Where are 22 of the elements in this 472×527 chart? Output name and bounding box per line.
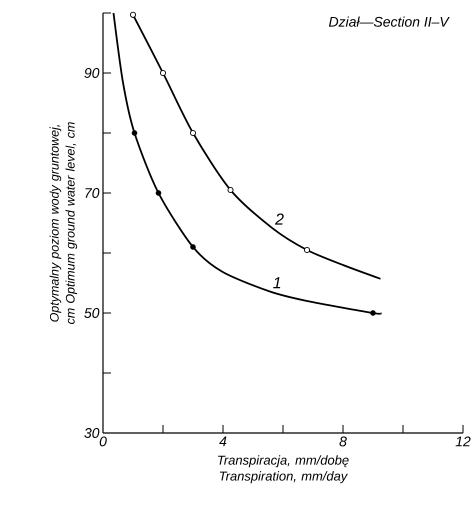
point xyxy=(370,310,376,316)
y-tick-label: 30 xyxy=(84,428,100,438)
chart-title: Dział—Section II–V xyxy=(328,16,450,27)
point xyxy=(190,244,196,250)
point xyxy=(304,246,310,254)
series-label: 2 xyxy=(275,213,284,225)
x-tick-label: 4 xyxy=(219,436,226,446)
x-tick-label: 0 xyxy=(100,436,107,446)
x-axis-title: Transpiracja, mm/dobę Transpiration, mm/day xyxy=(218,455,349,484)
y-tick-label: 90 xyxy=(84,68,100,78)
point xyxy=(130,12,136,18)
y-axis-title: Optymalny poziom wody gruntowej, cm Optimum ground water level, cm xyxy=(50,122,78,324)
point xyxy=(190,130,196,136)
point xyxy=(156,190,162,196)
y-tick-label: 70 xyxy=(85,188,100,198)
point xyxy=(160,70,166,76)
point xyxy=(132,130,138,136)
series-label: 1 xyxy=(273,277,280,288)
y-tick-label: 50 xyxy=(84,308,100,318)
x-tick-label: 12 xyxy=(456,436,471,446)
point xyxy=(227,186,234,194)
x-tick-label: 8 xyxy=(340,436,347,446)
